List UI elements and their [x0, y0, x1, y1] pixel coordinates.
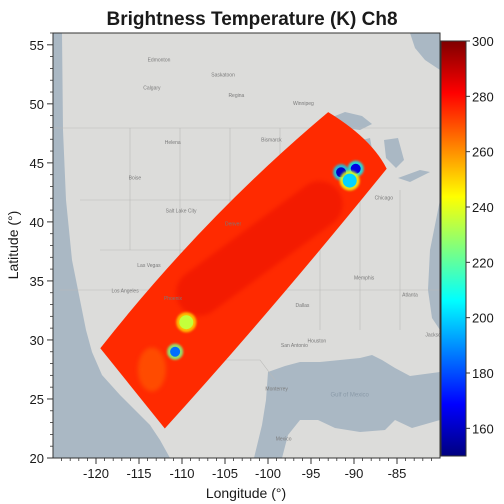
atlantic-edge — [428, 200, 440, 330]
colorbar-tick-label: 180 — [472, 366, 494, 381]
pacific-ocean — [53, 33, 170, 458]
y-tick-label: 35 — [30, 274, 44, 289]
y-tick-label: 25 — [30, 392, 44, 407]
colorbar-tick-label: 240 — [472, 200, 494, 215]
y-tick-label: 40 — [30, 215, 44, 230]
x-tick-label: -85 — [388, 466, 407, 481]
cold-cloud-cell — [179, 315, 194, 330]
y-tick-label: 50 — [30, 97, 44, 112]
map-city-label: Chicago — [375, 195, 394, 201]
y-axis-label: Latitude (°) — [5, 211, 21, 280]
chart-title: Brightness Temperature (K) Ch8 — [106, 9, 397, 30]
x-tick-label: -95 — [302, 466, 321, 481]
x-axis: -120 -115 -110 -105 -100 -95 -90 -85 — [61, 458, 432, 481]
map-city-label: Regina — [228, 93, 244, 99]
map-city-label: Salt Lake City — [166, 208, 197, 214]
map-sea-label: Gulf of Mexico — [331, 393, 370, 399]
y-axis: 20 25 30 35 40 45 50 55 — [30, 32, 53, 466]
map-city-label: Helena — [165, 140, 181, 146]
map-city-label: Bismarck — [261, 138, 282, 144]
colorbar: 160 180 200 220 240 260 280 300 — [440, 34, 494, 457]
map-city-label: Monterrey — [265, 387, 288, 393]
x-tick-label: -105 — [212, 466, 238, 481]
map-city-label: Jacksonville — [425, 332, 452, 338]
basemap — [53, 33, 440, 458]
colorbar-tick-label: 280 — [472, 89, 494, 104]
hudson-bay-edge — [410, 33, 440, 70]
map-city-label: Las Vegas — [137, 263, 161, 269]
map-city-label: Memphis — [354, 276, 375, 282]
basemap-labels: Edmonton Saskatoon Calgary Regina Winnipeg He… — [111, 57, 452, 442]
map-city-label: Dallas — [296, 303, 310, 309]
map-city-label: Atlanta — [402, 292, 418, 298]
x-tick-label: -110 — [169, 466, 194, 481]
x-tick-label: -120 — [83, 466, 109, 481]
swath-cool-patch — [137, 347, 166, 392]
swath-warm-core — [176, 181, 343, 316]
cold-cloud-cell — [170, 346, 181, 357]
colorbar-tick-label: 220 — [472, 255, 494, 270]
colorbar-tick-label: 200 — [472, 311, 494, 326]
x-tick-label: -100 — [255, 466, 281, 481]
map-city-label: Houston — [308, 338, 327, 344]
map-city-label: Saskatoon — [211, 73, 235, 79]
colorbar-tick-label: 260 — [472, 145, 494, 160]
map-city-label: Winnipeg — [293, 101, 314, 107]
colorbar-tick-label: 160 — [472, 421, 494, 436]
gulf-of-mexico — [254, 355, 440, 458]
colorbar-gradient — [440, 40, 467, 457]
map-city-label: Denver — [225, 221, 241, 227]
y-tick-label: 45 — [30, 156, 44, 171]
map-city-label: Los Angeles — [111, 289, 139, 295]
x-tick-label: -115 — [126, 466, 151, 481]
map-city-label: Edmonton — [148, 57, 171, 63]
y-tick-label: 30 — [30, 333, 44, 348]
map-city-label: San Antonio — [281, 343, 308, 349]
x-tick-label: -90 — [345, 466, 364, 481]
cold-cloud-cell — [342, 173, 357, 188]
y-tick-label: 20 — [30, 451, 44, 466]
map-city-label: Calgary — [143, 86, 161, 92]
map-city-label: Mexico — [276, 436, 292, 442]
map-city-label: Boise — [129, 175, 142, 181]
great-lake-erie — [398, 170, 430, 182]
y-tick-label: 55 — [30, 38, 44, 53]
brightness-temperature-swath — [100, 112, 387, 429]
x-axis-label: Longitude (°) — [206, 485, 286, 501]
great-lake-huron — [384, 138, 404, 168]
map-city-label: Phoenix — [164, 296, 183, 302]
colorbar-tick-label: 300 — [472, 34, 494, 49]
